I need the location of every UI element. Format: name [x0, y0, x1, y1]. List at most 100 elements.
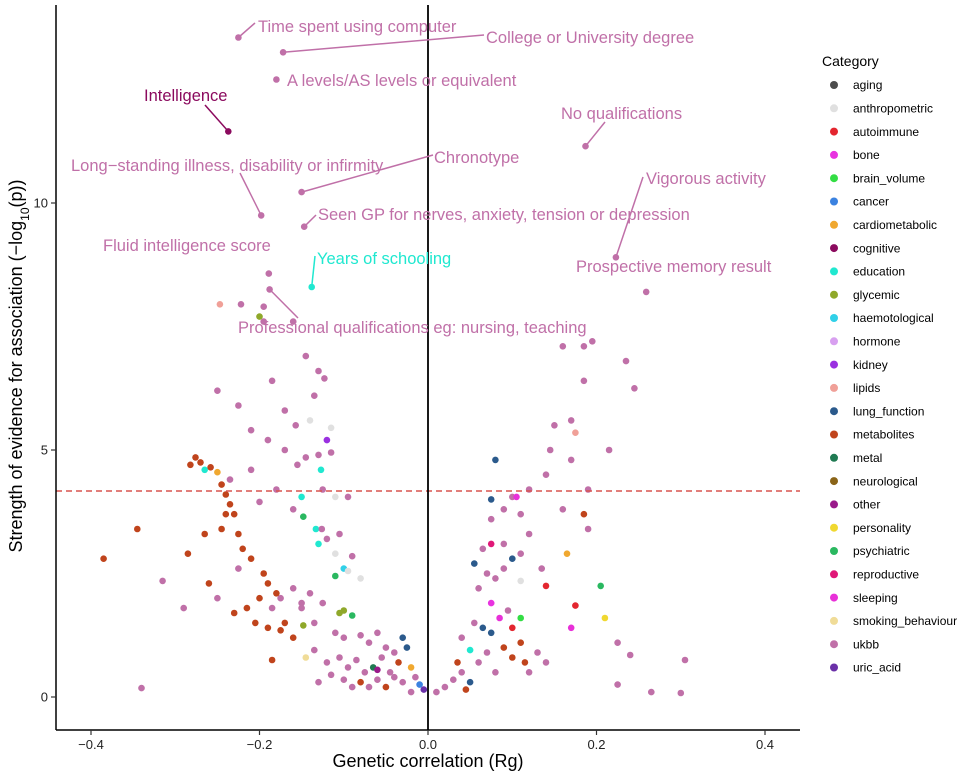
legend-label-reproductive: reproductive	[853, 568, 919, 582]
data-point-ukbb	[281, 446, 289, 454]
data-point-glycemic	[256, 313, 263, 320]
data-point-metabolites	[454, 659, 461, 666]
data-point-ukbb	[289, 506, 297, 513]
data-point-ukbb	[614, 639, 621, 646]
data-point-ukbb	[336, 654, 343, 661]
legend-label-cardiometabolic: cardiometabolic	[853, 218, 937, 232]
data-point-lung_function	[492, 456, 499, 464]
data-point-ukbb	[681, 656, 689, 664]
data-point-bone	[487, 599, 495, 607]
data-point-education	[312, 525, 320, 533]
data-point-metabolites	[243, 604, 251, 612]
legend-swatch-education	[830, 267, 838, 276]
data-point-other	[374, 666, 381, 674]
data-point-ukbb	[321, 375, 328, 382]
legend-label-neurological: neurological	[853, 474, 918, 488]
data-point-ukbb	[407, 688, 415, 696]
legend-swatch-metal	[830, 453, 838, 462]
data-point-ukbb	[525, 530, 533, 538]
x-tick-label: 0.4	[756, 737, 774, 752]
annotation-leader-line	[303, 214, 317, 228]
data-point-ukbb	[327, 671, 335, 679]
data-point-brain_volume	[517, 614, 524, 622]
annotation-leader-line	[301, 154, 434, 193]
data-point-metabolites	[264, 580, 272, 587]
data-point-metabolites	[218, 525, 225, 533]
data-point-autoimmune	[542, 582, 550, 590]
data-point-sleeping	[567, 624, 575, 632]
data-point-metabolites	[230, 609, 238, 617]
data-point-reproductive	[487, 540, 495, 548]
data-point-cardiometabolic	[407, 664, 415, 671]
data-point-metabolites	[517, 639, 524, 646]
legend-swatch-anthropometric	[830, 104, 838, 113]
data-point-psychiatric	[348, 612, 356, 619]
data-point-ukbb	[268, 377, 276, 385]
data-point-ukbb	[289, 318, 297, 325]
data-point-ukbb	[138, 684, 145, 692]
legend-label-cognitive: cognitive	[853, 241, 901, 255]
data-point-ukbb	[235, 565, 242, 572]
data-point-ukbb	[441, 683, 449, 691]
data-point-lipids	[572, 429, 579, 437]
legend-swatch-other	[830, 500, 838, 509]
data-point-ukbb	[332, 629, 339, 637]
data-point-cancer	[416, 681, 423, 688]
legend-swatch-autoimmune	[830, 127, 838, 136]
data-point-ukbb	[483, 649, 491, 656]
data-point-lung_function	[509, 555, 516, 562]
legend: Category aging anthropometric autoimmune bo…	[822, 53, 957, 675]
data-point-metabolites	[252, 619, 259, 627]
axes-layer: −0.4 −0.2 0.0 0.2 0.4 0 5 10	[34, 5, 800, 752]
data-point-lung_function	[479, 624, 487, 632]
legend-swatch-cancer	[830, 197, 838, 206]
data-point-metabolites	[187, 461, 194, 469]
data-point-ukbb	[458, 634, 466, 641]
annotation-leader-line	[310, 255, 316, 288]
data-point-ukbb	[247, 466, 255, 474]
legend-swatch-hormone	[830, 337, 838, 346]
data-point-autoimmune	[509, 624, 516, 632]
data-point-personality	[601, 614, 609, 622]
data-point-ukbb	[374, 629, 381, 637]
data-point-ukbb	[361, 669, 369, 676]
legend-swatch-ukbb	[830, 640, 838, 649]
legend-swatch-reproductive	[830, 570, 838, 579]
data-point-ukbb	[281, 407, 289, 414]
data-point-ukbb	[311, 646, 318, 654]
data-point-ukbb	[365, 639, 373, 646]
data-point-metabolites	[197, 459, 204, 466]
data-point-glycemic	[336, 609, 343, 617]
data-point-ukbb	[374, 676, 381, 683]
data-point-ukbb	[237, 301, 245, 308]
data-point-ukbb	[534, 649, 541, 656]
data-point-ukbb	[311, 392, 318, 400]
data-point-smoking_behaviour	[302, 654, 310, 661]
data-point-ukbb	[475, 659, 482, 666]
legend-swatch-kidney	[830, 360, 838, 369]
data-point-ukbb	[247, 426, 255, 434]
data-point-metabolites	[239, 545, 246, 553]
data-point-ukbb	[214, 387, 221, 395]
data-point-ukbb	[302, 454, 310, 461]
annotation-label: Intelligence	[144, 87, 227, 105]
data-point-ukbb	[500, 540, 508, 548]
legend-label-metabolites: metabolites	[853, 428, 914, 442]
data-point-metabolites	[462, 686, 470, 693]
data-point-ukbb	[348, 683, 356, 691]
annotation-label: Vigorous activity	[646, 170, 767, 188]
legend-swatch-metabolites	[830, 430, 838, 439]
annotation-label: Fluid intelligence score	[103, 237, 271, 255]
legend-swatch-aging	[830, 81, 838, 89]
legend-label-lipids: lipids	[853, 381, 880, 395]
data-point-metabolites	[281, 619, 289, 627]
data-point-ukbb	[391, 649, 398, 656]
data-point-glycemic	[300, 622, 307, 629]
data-point-ukbb	[525, 669, 533, 676]
data-point-education	[466, 646, 474, 654]
data-point-psychiatric	[300, 513, 307, 520]
data-point-metabolites	[222, 491, 230, 498]
data-point-ukbb	[289, 585, 297, 592]
annotation-label: Professional qualifications eg: nursing,…	[238, 319, 587, 337]
